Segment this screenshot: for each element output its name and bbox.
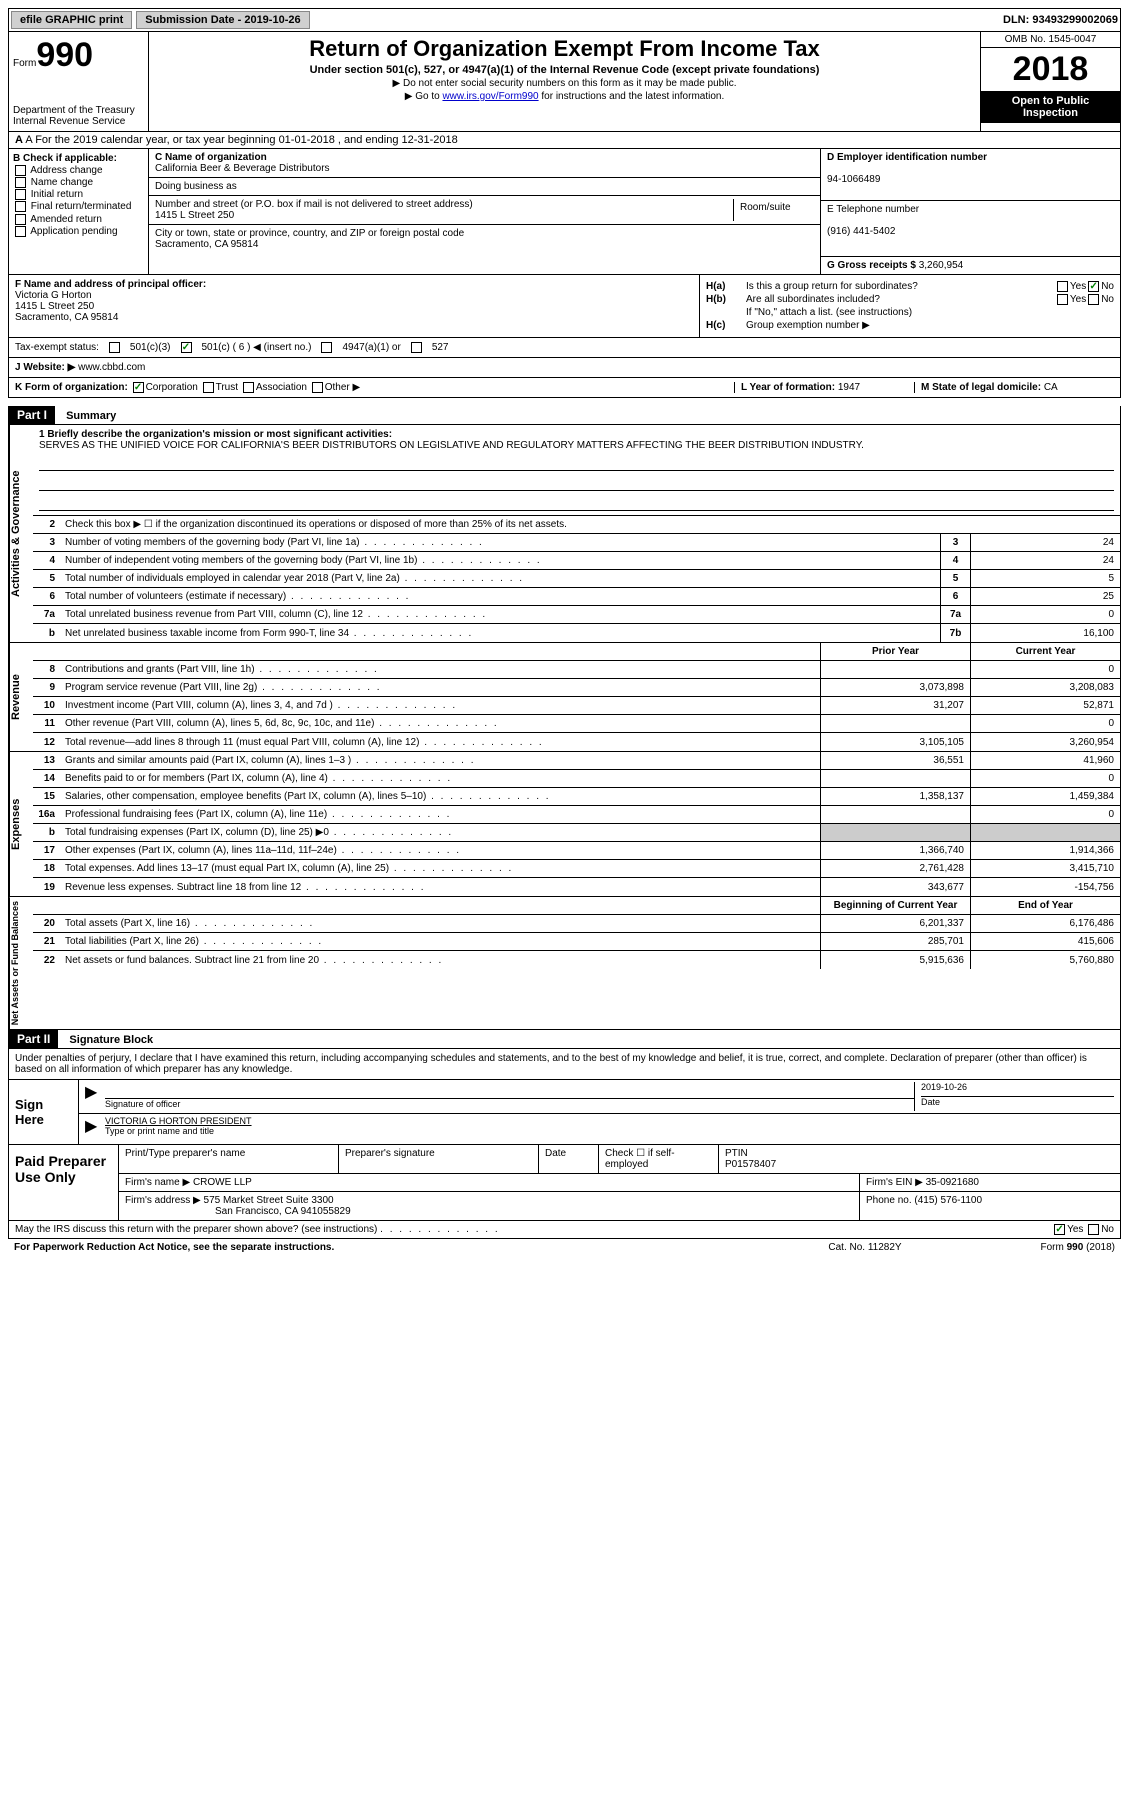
row-a-calendar: A A For the 2019 calendar year, or tax y…	[8, 132, 1121, 149]
form-ref: Form 990 (2018)	[965, 1242, 1115, 1253]
sidebar-revenue: Revenue	[9, 643, 33, 751]
col-b-checkboxes: B Check if applicable: Address change Na…	[9, 149, 149, 274]
part1-title: Summary	[58, 408, 124, 424]
dept-label: Department of the Treasury Internal Reve…	[13, 105, 144, 127]
part2-title: Signature Block	[61, 1032, 161, 1048]
part1-header: Part I	[9, 406, 55, 424]
sign-here-label: Sign Here	[9, 1080, 79, 1144]
subdate-btn[interactable]: Submission Date - 2019-10-26	[136, 11, 309, 29]
dba-label: Doing business as	[149, 178, 820, 196]
addr-label: Number and street (or P.O. box if mail i…	[155, 199, 733, 210]
org-name: California Beer & Beverage Distributors	[155, 163, 814, 174]
phone-value: (916) 441-5402	[827, 226, 895, 237]
sidebar-netassets: Net Assets or Fund Balances	[9, 897, 33, 1029]
form-header: Form990 Department of the Treasury Inter…	[8, 32, 1121, 132]
tax-year: 2018	[981, 48, 1120, 91]
website-value: www.cbbd.com	[78, 362, 145, 373]
omb-number: OMB No. 1545-0047	[981, 32, 1120, 48]
city-value: Sacramento, CA 95814	[155, 239, 814, 250]
mission-text: SERVES AS THE UNIFIED VOICE FOR CALIFORN…	[39, 440, 864, 451]
note-ssn: ▶ Do not enter social security numbers o…	[153, 78, 976, 89]
public-inspection: Open to Public Inspection	[981, 91, 1120, 123]
form-subtitle: Under section 501(c), 527, or 4947(a)(1)…	[153, 64, 976, 76]
note-link: ▶ Go to www.irs.gov/Form990 for instruct…	[153, 91, 976, 102]
top-bar: efile GRAPHIC print Submission Date - 20…	[8, 8, 1121, 32]
room-label: Room/suite	[734, 199, 814, 221]
officer-name: Victoria G Horton	[15, 290, 92, 301]
addr-value: 1415 L Street 250	[155, 210, 733, 221]
part2-header: Part II	[9, 1030, 58, 1048]
form-number: Form990	[13, 36, 144, 75]
officer-label: F Name and address of principal officer:	[15, 279, 206, 290]
phone-label: E Telephone number	[827, 204, 919, 215]
ein-value: 94-1066489	[827, 174, 880, 185]
form-title: Return of Organization Exempt From Incom…	[153, 36, 976, 62]
org-name-label: C Name of organization	[155, 152, 814, 163]
dln: DLN: 93493299002069	[1003, 14, 1118, 26]
cat-no: Cat. No. 11282Y	[765, 1242, 965, 1253]
gross-value: 3,260,954	[919, 260, 964, 271]
paperwork-notice: For Paperwork Reduction Act Notice, see …	[14, 1242, 765, 1253]
officer-addr2: Sacramento, CA 95814	[15, 312, 118, 323]
penalty-text: Under penalties of perjury, I declare th…	[9, 1049, 1120, 1080]
city-label: City or town, state or province, country…	[155, 228, 814, 239]
ein-label: D Employer identification number	[827, 152, 987, 163]
officer-addr1: 1415 L Street 250	[15, 301, 94, 312]
tax-status-row: Tax-exempt status: 501(c)(3) 501(c) ( 6 …	[8, 338, 1121, 358]
gross-label: G Gross receipts $	[827, 260, 919, 271]
sidebar-expenses: Expenses	[9, 752, 33, 896]
efile-btn[interactable]: efile GRAPHIC print	[11, 11, 132, 29]
mission-label: 1 Briefly describe the organization's mi…	[39, 429, 392, 440]
sidebar-governance: Activities & Governance	[9, 425, 33, 642]
paid-preparer-label: Paid Preparer Use Only	[9, 1145, 119, 1220]
irs-link[interactable]: www.irs.gov/Form990	[442, 91, 538, 102]
